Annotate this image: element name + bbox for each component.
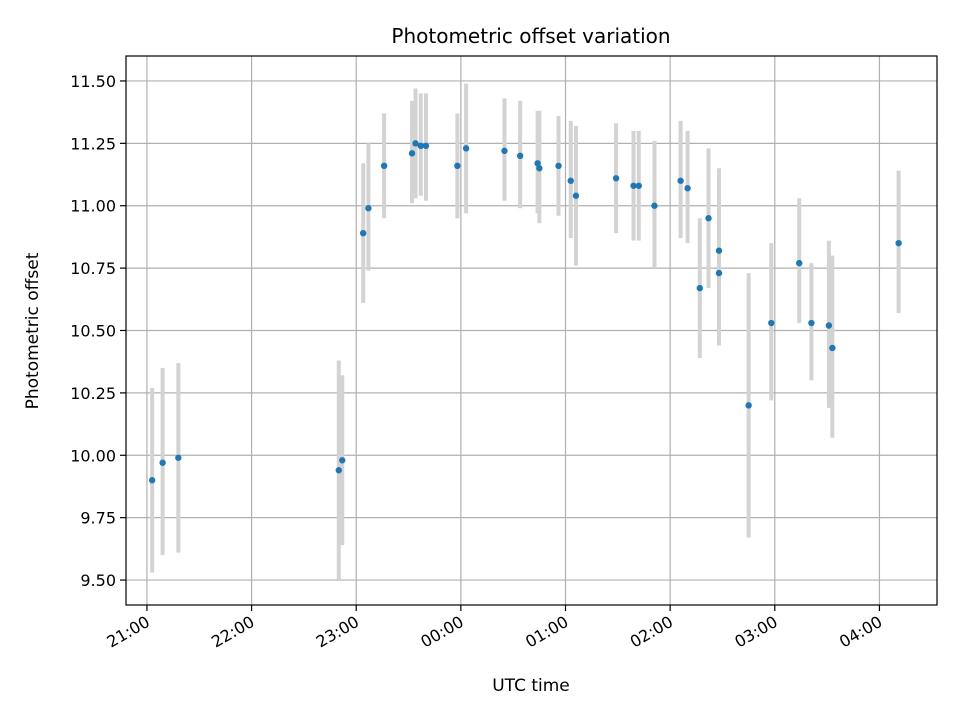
data-point: [365, 205, 372, 212]
data-point: [829, 344, 836, 352]
x-axis-label: UTC time: [492, 676, 570, 696]
data-point: [516, 152, 524, 160]
y-axis-label: Photometric offset: [23, 252, 43, 409]
y-tick-label: 10.25: [70, 384, 116, 403]
grid: [126, 56, 937, 605]
y-tick-label: 9.75: [80, 509, 116, 528]
data-point: [612, 175, 620, 182]
data-point: [796, 259, 803, 267]
data-point: [745, 402, 752, 409]
y-tick-label: 9.50: [80, 571, 116, 590]
data-point: [501, 147, 508, 155]
data-point: [417, 142, 424, 150]
data-point: [635, 182, 642, 189]
data-point: [454, 162, 461, 169]
data-point: [677, 177, 684, 184]
data-point: [768, 319, 775, 327]
data-point: [536, 165, 543, 172]
data-point: [715, 269, 723, 277]
data-point: [534, 160, 541, 167]
data-point: [684, 185, 691, 192]
data-point: [412, 140, 419, 147]
data-point: [715, 247, 723, 254]
data-point: [175, 454, 182, 461]
y-tick-label: 10.00: [70, 446, 116, 465]
data-point: [462, 145, 470, 152]
y-tick-label: 10.75: [70, 259, 116, 278]
data-point: [630, 182, 637, 189]
y-axis: 9.50 9.75 10.00 10.25 10.50 10.75 11.00 11.25 11…: [70, 72, 126, 590]
data-point: [408, 150, 416, 157]
data-point: [148, 477, 156, 484]
data-point: [825, 322, 833, 329]
data-point: [572, 192, 580, 199]
y-tick-label: 11.00: [70, 197, 116, 216]
data-point: [422, 142, 430, 150]
data-points: [148, 140, 902, 484]
data-point: [696, 284, 704, 292]
data-point: [335, 467, 342, 474]
data-point: [705, 215, 712, 222]
data-point: [651, 202, 658, 209]
data-point: [567, 177, 574, 184]
data-point: [380, 162, 388, 169]
y-tick-label: 10.50: [70, 322, 116, 341]
data-point: [359, 229, 367, 237]
data-point: [339, 457, 346, 464]
data-point: [808, 319, 815, 327]
data-point: [895, 239, 902, 247]
chart-title: Photometric offset variation: [391, 24, 670, 48]
data-point: [159, 459, 166, 466]
y-tick-label: 11.50: [70, 72, 116, 91]
y-tick-label: 11.25: [70, 134, 116, 153]
data-point: [555, 162, 562, 169]
